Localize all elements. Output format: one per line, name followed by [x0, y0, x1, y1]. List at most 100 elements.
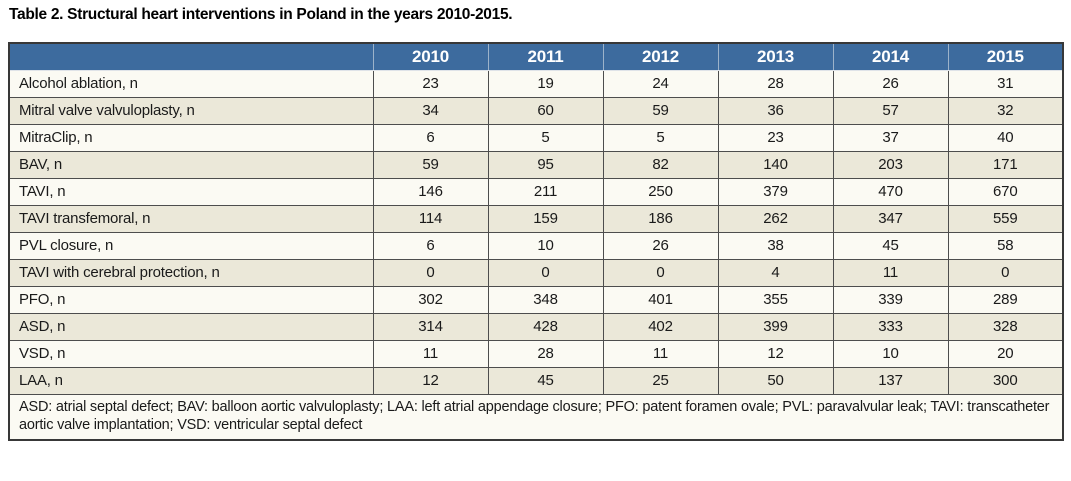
- value-cell: 328: [947, 312, 1064, 341]
- value-cell: 302: [372, 285, 489, 314]
- value-cell: 28: [487, 339, 604, 368]
- value-cell: 137: [832, 366, 949, 395]
- value-cell: 211: [487, 177, 604, 206]
- value-cell: 4: [717, 258, 834, 287]
- value-cell: 339: [832, 285, 949, 314]
- value-cell: 171: [947, 150, 1064, 179]
- value-cell: 45: [487, 366, 604, 395]
- table-row: Alcohol ablation, n 23 19 24 28 26 31: [8, 69, 1064, 98]
- interventions-table: 2010 2011 2012 2013 2014 2015 Alcohol ab…: [8, 42, 1064, 442]
- value-cell: 348: [487, 285, 604, 314]
- year-column-header: 2011: [487, 43, 603, 71]
- value-cell: 159: [487, 204, 604, 233]
- year-column-header: 2014: [832, 43, 948, 71]
- year-column-header: 2010: [372, 43, 488, 71]
- value-cell: 23: [717, 123, 834, 152]
- table-row: BAV, n 59 95 82 140 203 171: [8, 150, 1064, 179]
- row-label-cell: ASD, n: [8, 312, 374, 341]
- value-cell: 58: [947, 231, 1064, 260]
- value-cell: 300: [947, 366, 1064, 395]
- value-cell: 20: [947, 339, 1064, 368]
- table-row: ASD, n 314 428 402 399 333 328: [8, 312, 1064, 341]
- value-cell: 57: [832, 96, 949, 125]
- row-label-cell: TAVI with cerebral protection, n: [8, 258, 374, 287]
- value-cell: 146: [372, 177, 489, 206]
- year-column-header: 2012: [602, 43, 718, 71]
- row-label-cell: Alcohol ablation, n: [8, 69, 374, 98]
- value-cell: 289: [947, 285, 1064, 314]
- value-cell: 95: [487, 150, 604, 179]
- table-row: PVL closure, n 6 10 26 38 45 58: [8, 231, 1064, 260]
- value-cell: 559: [947, 204, 1064, 233]
- table-row: TAVI with cerebral protection, n 0 0 0 4…: [8, 258, 1064, 287]
- value-cell: 670: [947, 177, 1064, 206]
- table-footnote: ASD: atrial septal defect; BAV: balloon …: [8, 393, 1064, 441]
- table-row: TAVI transfemoral, n 114 159 186 262 347…: [8, 204, 1064, 233]
- value-cell: 50: [717, 366, 834, 395]
- table-body: Alcohol ablation, n 23 19 24 28 26 31 Mi…: [8, 69, 1064, 395]
- value-cell: 6: [372, 231, 489, 260]
- value-cell: 0: [372, 258, 489, 287]
- table-row: TAVI, n 146 211 250 379 470 670: [8, 177, 1064, 206]
- value-cell: 12: [717, 339, 834, 368]
- value-cell: 5: [487, 123, 604, 152]
- value-cell: 19: [487, 69, 604, 98]
- value-cell: 26: [602, 231, 719, 260]
- value-cell: 355: [717, 285, 834, 314]
- value-cell: 399: [717, 312, 834, 341]
- value-cell: 114: [372, 204, 489, 233]
- year-column-header: 2015: [947, 43, 1063, 71]
- value-cell: 10: [487, 231, 604, 260]
- row-label-cell: MitraClip, n: [8, 123, 374, 152]
- value-cell: 250: [602, 177, 719, 206]
- value-cell: 28: [717, 69, 834, 98]
- value-cell: 401: [602, 285, 719, 314]
- table-row: VSD, n 11 28 11 12 10 20: [8, 339, 1064, 368]
- row-label-cell: LAA, n: [8, 366, 374, 395]
- value-cell: 32: [947, 96, 1064, 125]
- value-cell: 186: [602, 204, 719, 233]
- value-cell: 12: [372, 366, 489, 395]
- value-cell: 31: [947, 69, 1064, 98]
- table-row: PFO, n 302 348 401 355 339 289: [8, 285, 1064, 314]
- value-cell: 10: [832, 339, 949, 368]
- value-cell: 11: [832, 258, 949, 287]
- value-cell: 38: [717, 231, 834, 260]
- table-row: MitraClip, n 6 5 5 23 37 40: [8, 123, 1064, 152]
- header-empty-cell: [9, 43, 373, 71]
- table-caption: Table 2. Structural heart interventions …: [9, 6, 513, 23]
- value-cell: 37: [832, 123, 949, 152]
- value-cell: 11: [372, 339, 489, 368]
- value-cell: 11: [602, 339, 719, 368]
- value-cell: 402: [602, 312, 719, 341]
- row-label-cell: TAVI, n: [8, 177, 374, 206]
- value-cell: 23: [372, 69, 489, 98]
- value-cell: 59: [372, 150, 489, 179]
- year-column-header: 2013: [717, 43, 833, 71]
- table-row: Mitral valve valvuloplasty, n 34 60 59 3…: [8, 96, 1064, 125]
- value-cell: 59: [602, 96, 719, 125]
- value-cell: 333: [832, 312, 949, 341]
- value-cell: 379: [717, 177, 834, 206]
- value-cell: 0: [947, 258, 1064, 287]
- value-cell: 40: [947, 123, 1064, 152]
- value-cell: 5: [602, 123, 719, 152]
- value-cell: 203: [832, 150, 949, 179]
- table-row: LAA, n 12 45 25 50 137 300: [8, 366, 1064, 395]
- value-cell: 0: [487, 258, 604, 287]
- row-label-cell: PFO, n: [8, 285, 374, 314]
- value-cell: 347: [832, 204, 949, 233]
- value-cell: 428: [487, 312, 604, 341]
- value-cell: 140: [717, 150, 834, 179]
- value-cell: 0: [602, 258, 719, 287]
- value-cell: 314: [372, 312, 489, 341]
- value-cell: 36: [717, 96, 834, 125]
- value-cell: 262: [717, 204, 834, 233]
- value-cell: 60: [487, 96, 604, 125]
- value-cell: 82: [602, 150, 719, 179]
- row-label-cell: VSD, n: [8, 339, 374, 368]
- row-label-cell: PVL closure, n: [8, 231, 374, 260]
- value-cell: 25: [602, 366, 719, 395]
- value-cell: 45: [832, 231, 949, 260]
